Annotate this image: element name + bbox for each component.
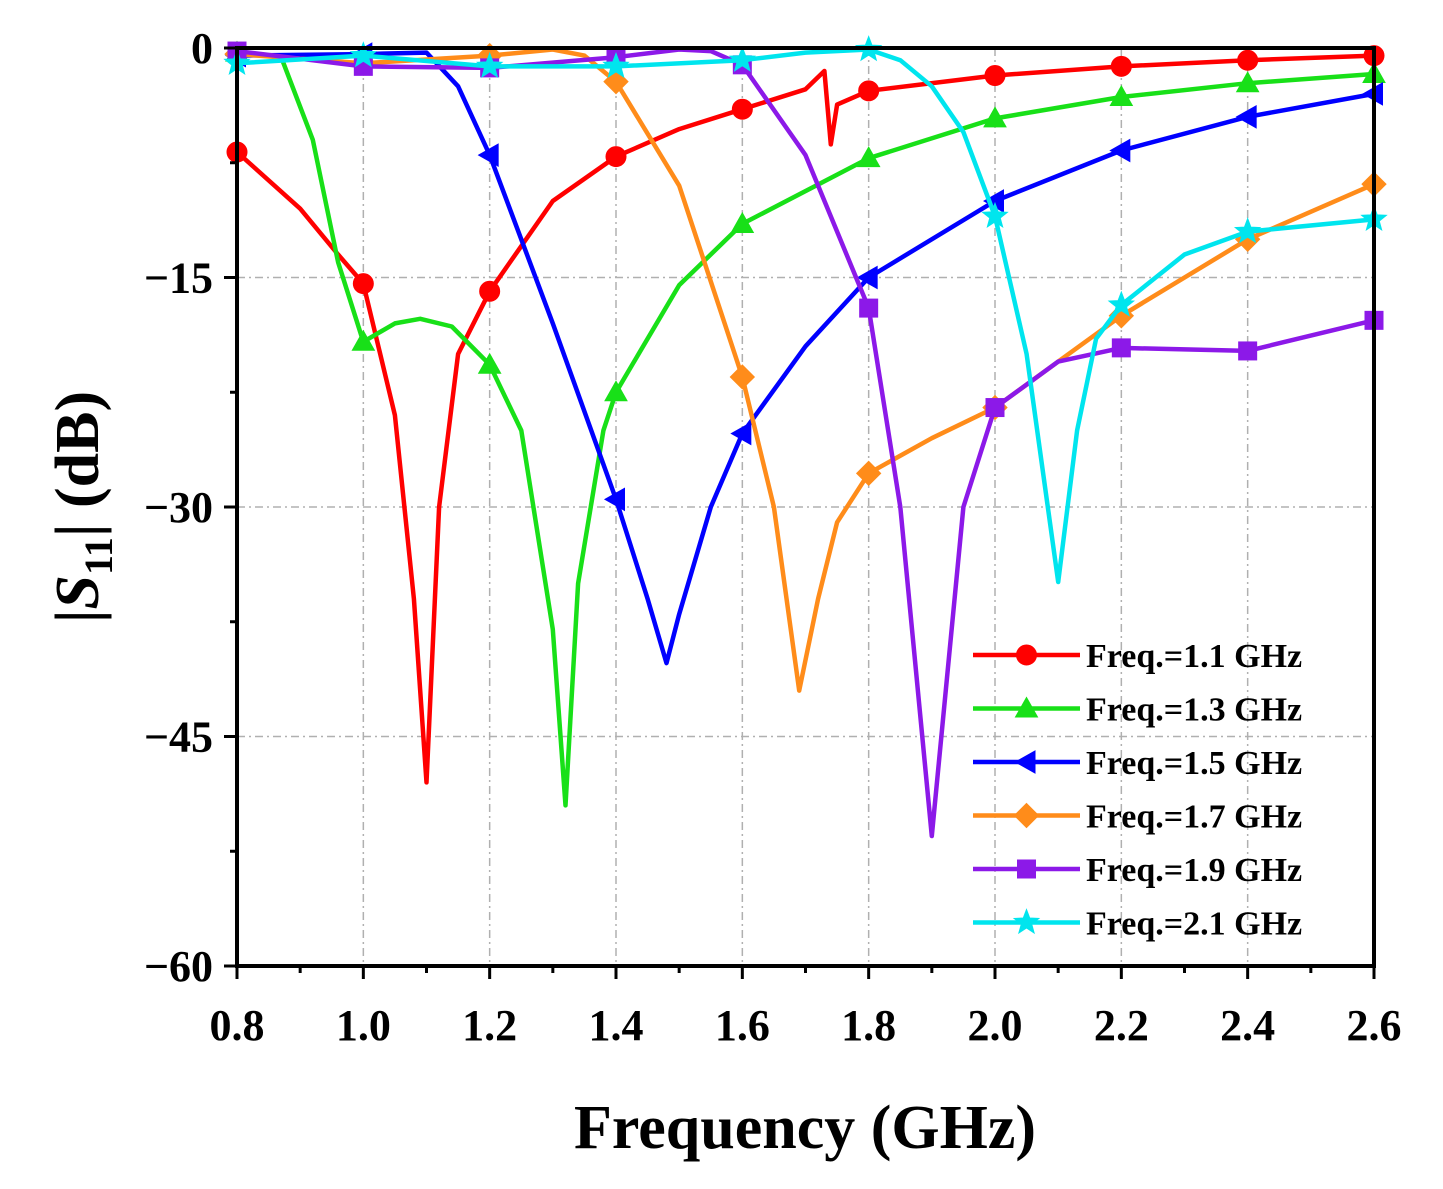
y-axis-title: |S11| (dB) [44, 391, 121, 623]
data-point [477, 143, 499, 167]
data-point [856, 146, 881, 168]
x-tick-label: 2.0 [968, 1001, 1023, 1050]
legend-swatch-marker [1012, 908, 1041, 935]
y-tick-label: −15 [144, 254, 213, 303]
y-tick-label: −30 [144, 483, 213, 532]
y-axis-title-unit: | (dB) [44, 391, 112, 537]
legend-label: Freq.=2.1 GHz [1086, 906, 1302, 943]
y-tick-label: −60 [144, 942, 213, 991]
axes-layer [224, 46, 1376, 979]
data-point [1107, 290, 1136, 317]
series-layer [223, 35, 1388, 839]
data-point [983, 106, 1007, 128]
data-point [604, 380, 628, 402]
data-point [475, 51, 504, 79]
x-tick-label: 2.6 [1347, 1001, 1402, 1050]
legend-item: Freq.=1.9 GHz [973, 852, 1302, 889]
data-point [729, 364, 756, 390]
x-tick-labels: 0.8 1.0 1.2 1.4 1.6 1.8 2.0 2.2 2.4 2.6 [210, 1001, 1402, 1050]
data-point [1109, 84, 1134, 106]
legend-label: Freq.=1.3 GHz [1086, 692, 1302, 729]
legend-label: Freq.=1.5 GHz [1086, 745, 1302, 782]
data-point [1109, 138, 1131, 163]
legend-label: Freq.=1.9 GHz [1086, 852, 1302, 889]
y-axis-title-subscript: 11 [76, 537, 121, 575]
data-point [984, 65, 1006, 87]
data-point [728, 45, 757, 72]
x-axis-title: Frequency (GHz) [574, 1094, 1036, 1162]
data-point [605, 146, 627, 168]
x-tick-label: 1.4 [589, 1001, 644, 1050]
data-point [730, 211, 755, 233]
data-point [602, 51, 630, 79]
legend-item: Freq.=1.3 GHz [973, 692, 1302, 729]
legend-swatch-marker [1013, 802, 1040, 829]
x-tick-label: 2.4 [1220, 1001, 1275, 1050]
x-tick-label: 1.6 [715, 1001, 770, 1050]
legend-label: Freq.=1.1 GHz [1086, 638, 1302, 675]
data-point [352, 273, 374, 295]
data-point [855, 460, 882, 487]
data-point [1235, 71, 1260, 93]
y-tick-label: −45 [144, 713, 213, 762]
data-point [858, 80, 880, 102]
data-point [1238, 341, 1258, 361]
series-6 [223, 35, 1388, 585]
legend-item: Freq.=1.5 GHz [973, 745, 1302, 782]
x-tick-label: 2.2 [1094, 1001, 1149, 1050]
legend-swatch-marker [1014, 696, 1039, 718]
x-tick-label: 0.8 [210, 1001, 265, 1050]
legend: Freq.=1.1 GHz Freq.=1.3 GHz Freq.=1.5 GHz F… [973, 638, 1302, 943]
x-tick-label: 1.8 [841, 1001, 896, 1050]
legend-item: Freq.=1.7 GHz [973, 799, 1302, 836]
data-point [731, 98, 753, 120]
data-point [730, 421, 752, 446]
data-point [603, 487, 625, 512]
y-axis-title-symbol: S [44, 575, 112, 609]
data-point [859, 298, 879, 318]
x-tick-label: 1.2 [462, 1001, 517, 1050]
legend-label: Freq.=1.7 GHz [1086, 799, 1302, 836]
legend-swatch-marker [1017, 859, 1036, 879]
legend-item: Freq.=1.1 GHz [973, 638, 1302, 675]
data-point [856, 265, 878, 290]
data-point [1235, 104, 1257, 129]
series-2 [225, 40, 1386, 808]
legend-swatch-marker [1014, 750, 1036, 774]
y-axis-title-bar-left: | [44, 609, 112, 623]
legend-swatch-marker [1016, 644, 1037, 666]
data-point [985, 398, 1005, 418]
data-point [981, 201, 1009, 228]
data-point [1111, 338, 1131, 358]
series-1 [226, 45, 1385, 785]
data-point [349, 41, 378, 68]
series-line [234, 50, 1377, 666]
data-point [477, 352, 502, 374]
x-tick-label: 1.0 [336, 1001, 391, 1050]
data-point [351, 329, 376, 351]
y-tick-label: 0 [191, 24, 213, 73]
y-tick-labels: 0 −15 −30 −45 −60 [144, 24, 213, 991]
series-line [234, 50, 1377, 808]
data-point [1110, 55, 1132, 77]
data-point [479, 280, 501, 302]
legend-item: Freq.=2.1 GHz [973, 906, 1302, 943]
data-point [1233, 217, 1262, 244]
data-point [1237, 49, 1259, 71]
